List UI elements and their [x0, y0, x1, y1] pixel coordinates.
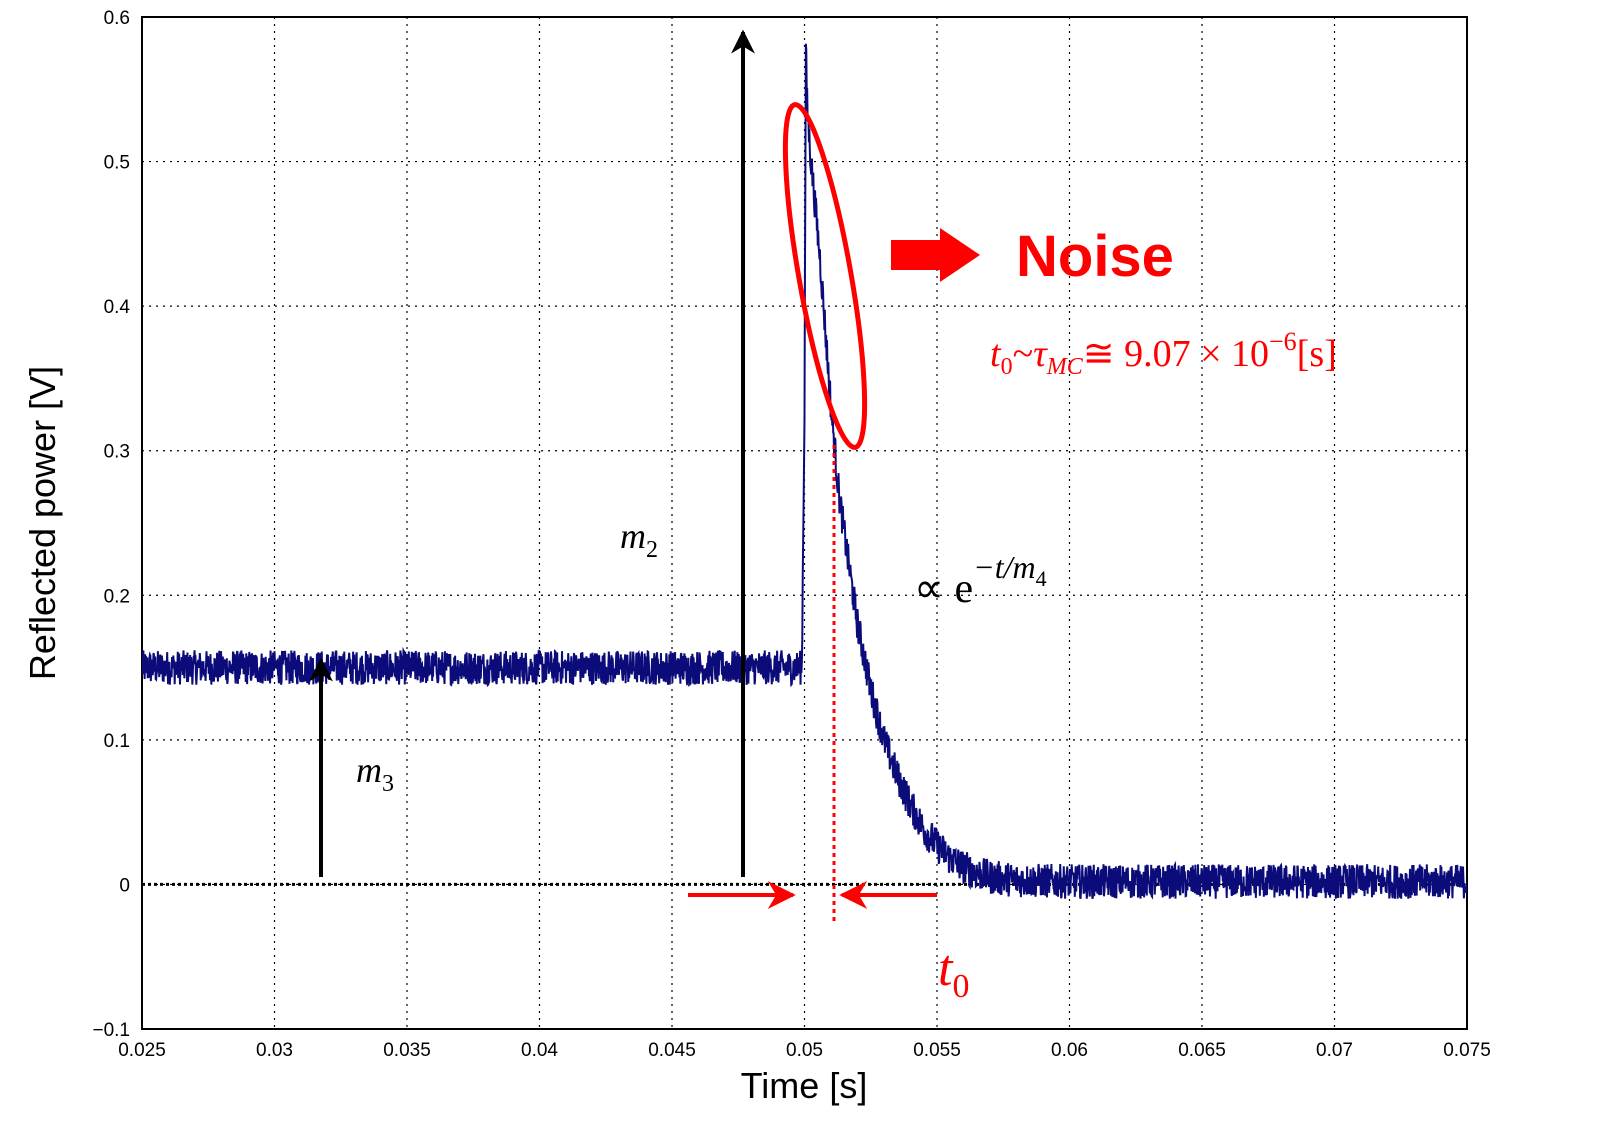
x-tick-label: 0.04 — [521, 1040, 558, 1061]
noise-ellipse — [782, 102, 868, 450]
axis-ticks: 0.025 0.03 0.035 0.04 0.045 0.05 0.055 0.06 0.06… — [92, 8, 1490, 1061]
grid — [142, 17, 1467, 1029]
y-tick-label: 0.4 — [104, 297, 131, 318]
x-tick-label: 0.075 — [1443, 1040, 1491, 1061]
x-tick-label: 0.055 — [913, 1040, 961, 1061]
t0-formula: t0~τMC≅ 9.07 × 10−6[s] — [990, 327, 1337, 380]
m2-label: m2 — [620, 516, 658, 563]
series-reflected-power — [142, 43, 1467, 900]
x-tick-label: 0.045 — [648, 1040, 696, 1061]
y-tick-label: 0.1 — [104, 731, 130, 752]
y-tick-label: 0 — [119, 875, 130, 896]
x-tick-label: 0.03 — [256, 1040, 293, 1061]
y-tick-label: 0.2 — [104, 586, 130, 607]
y-tick-label: 0.6 — [104, 8, 130, 29]
y-tick-label: −0.1 — [92, 1020, 130, 1041]
x-tick-label: 0.07 — [1316, 1040, 1353, 1061]
x-axis-title: Time [s] — [741, 1065, 868, 1106]
m3-label: m3 — [356, 750, 394, 797]
t0-label: t0 — [938, 940, 969, 1005]
y-tick-label: 0.3 — [104, 442, 130, 463]
x-tick-label: 0.025 — [118, 1040, 166, 1061]
x-tick-label: 0.065 — [1178, 1040, 1226, 1061]
noise-arrow-icon — [891, 228, 980, 282]
decay-annotation: ∝ e−t/m4 — [914, 549, 1047, 612]
y-tick-label: 0.5 — [104, 153, 130, 174]
y-axis-title: Reflected power [V] — [22, 366, 63, 680]
x-tick-label: 0.06 — [1051, 1040, 1088, 1061]
x-tick-label: 0.035 — [383, 1040, 431, 1061]
noise-label: Noise — [1016, 224, 1174, 289]
x-tick-label: 0.05 — [786, 1040, 823, 1061]
